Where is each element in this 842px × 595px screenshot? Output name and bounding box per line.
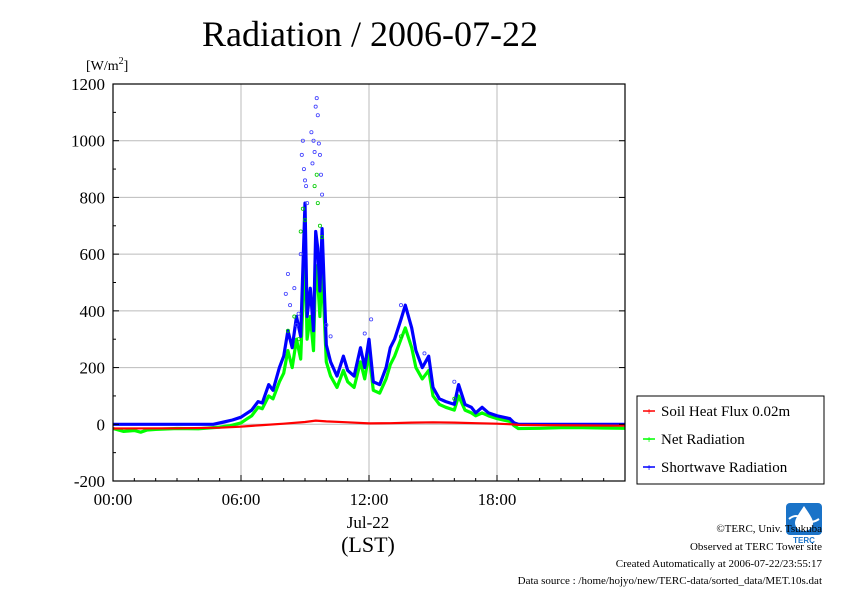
- shortwave-radiation-point: [304, 184, 309, 189]
- net-radiation-point: [320, 235, 325, 240]
- shortwave-radiation-point: [292, 286, 297, 291]
- terc-logo: TERC: [786, 503, 822, 545]
- y-tick-label: 400: [80, 302, 106, 321]
- legend-label-1: Net Radiation: [661, 432, 745, 448]
- footer-observed: Observed at TERC Tower site: [690, 541, 822, 553]
- y-tick-label: 600: [80, 245, 106, 264]
- net-radiation-point: [298, 229, 303, 234]
- chart-title: Radiation / 2006-07-22: [202, 14, 538, 54]
- shortwave-radiation-point: [314, 96, 319, 101]
- net-radiation-point: [317, 223, 322, 228]
- shortwave-radiation-point: [362, 331, 367, 336]
- y-tick-label: -200: [74, 472, 105, 491]
- net-radiation-point: [302, 218, 307, 223]
- legend-box: [636, 395, 825, 485]
- shortwave-radiation-point: [299, 152, 304, 157]
- net-radiation-point: [315, 201, 320, 206]
- y-axis-ticks: -200 0 200 400 600 800 1000 1200: [71, 75, 625, 491]
- legend: + Soil Heat Flux 0.02m + Net Radiation + Shor…: [636, 395, 825, 485]
- wave-icon: [788, 515, 820, 523]
- y-tick-label: 1200: [71, 75, 105, 94]
- shortwave-radiation-point: [369, 317, 374, 322]
- shortwave-radiation-point: [315, 113, 320, 118]
- shortwave-radiation-point: [316, 141, 321, 146]
- net-radiation-point: [398, 334, 403, 339]
- series-line-2: [113, 201, 625, 426]
- net-radiation-point: [296, 337, 301, 342]
- x-axis-ticks: 00:00 06:00 12:00 18:00: [94, 475, 605, 509]
- y-tick-label: 0: [97, 415, 106, 434]
- legend-label-2: Shortwave Radiation: [661, 460, 788, 476]
- shortwave-radiation-point: [398, 303, 403, 308]
- x-tick-label: 06:00: [222, 490, 261, 509]
- shortwave-radiation-point: [294, 323, 299, 328]
- x-tick-label: 00:00: [94, 490, 133, 509]
- shortwave-radiation-point: [298, 252, 303, 257]
- y-tick-label: 1000: [71, 132, 105, 151]
- net-radiation-point: [314, 172, 319, 177]
- shortwave-radiation-point: [318, 172, 323, 177]
- shortwave-radiation-point: [300, 138, 305, 143]
- x-tick-label: 12:00: [350, 490, 389, 509]
- net-radiation-point: [292, 314, 297, 319]
- shortwave-radiation-point: [309, 130, 314, 135]
- footer-copyright: ©TERC, Univ. Tsukuba: [716, 523, 822, 535]
- shortwave-radiation-point: [324, 323, 329, 328]
- x-axis-unit-label: (LST): [341, 532, 395, 557]
- shortwave-radiation-point: [312, 150, 317, 155]
- water-drop-icon: [795, 506, 813, 531]
- shortwave-radiation-point: [320, 192, 325, 197]
- shortwave-radiation-point: [311, 138, 316, 143]
- shortwave-radiation-point: [285, 271, 290, 276]
- shortwave-radiation-point: [317, 152, 322, 157]
- y-tick-label: 200: [80, 359, 106, 378]
- net-radiation-point: [312, 184, 317, 189]
- shortwave-radiation-point: [313, 104, 318, 109]
- grid-lines: [113, 84, 625, 481]
- legend-marker-1: +: [646, 435, 652, 446]
- net-radiation-point: [285, 328, 290, 333]
- shortwave-radiation-point: [301, 167, 306, 172]
- legend-marker-2: +: [646, 463, 652, 474]
- shortwave-radiation-point: [302, 178, 307, 183]
- shortwave-radiation-point: [283, 291, 288, 296]
- series-line-1: [112, 246, 626, 434]
- scatter-points: [283, 96, 457, 401]
- net-radiation-point: [452, 396, 457, 401]
- logo-text: TERC: [793, 536, 815, 545]
- x-axis-date-label: Jul-22: [347, 513, 390, 532]
- series-line-0: [112, 419, 626, 430]
- legend-label-0: Soil Heat Flux 0.02m: [661, 404, 791, 420]
- shortwave-radiation-point: [328, 334, 333, 339]
- y-axis-label: [W/m2]: [86, 56, 128, 74]
- footer-created: Created Automatically at 2006-07-22/23:5…: [616, 558, 823, 570]
- shortwave-radiation-point: [452, 379, 457, 384]
- footer-source: Data source : /home/hojyo/new/TERC-data/…: [518, 575, 822, 587]
- shortwave-radiation-point: [310, 161, 315, 166]
- series-lines: [112, 201, 626, 434]
- shortwave-radiation-point: [422, 351, 427, 356]
- legend-marker-0: +: [646, 407, 652, 418]
- net-radiation-point: [300, 206, 305, 211]
- y-tick-label: 800: [80, 188, 106, 207]
- x-tick-label: 18:00: [478, 490, 517, 509]
- shortwave-radiation-point: [296, 311, 301, 316]
- shortwave-radiation-point: [305, 201, 310, 206]
- shortwave-radiation-point: [288, 303, 293, 308]
